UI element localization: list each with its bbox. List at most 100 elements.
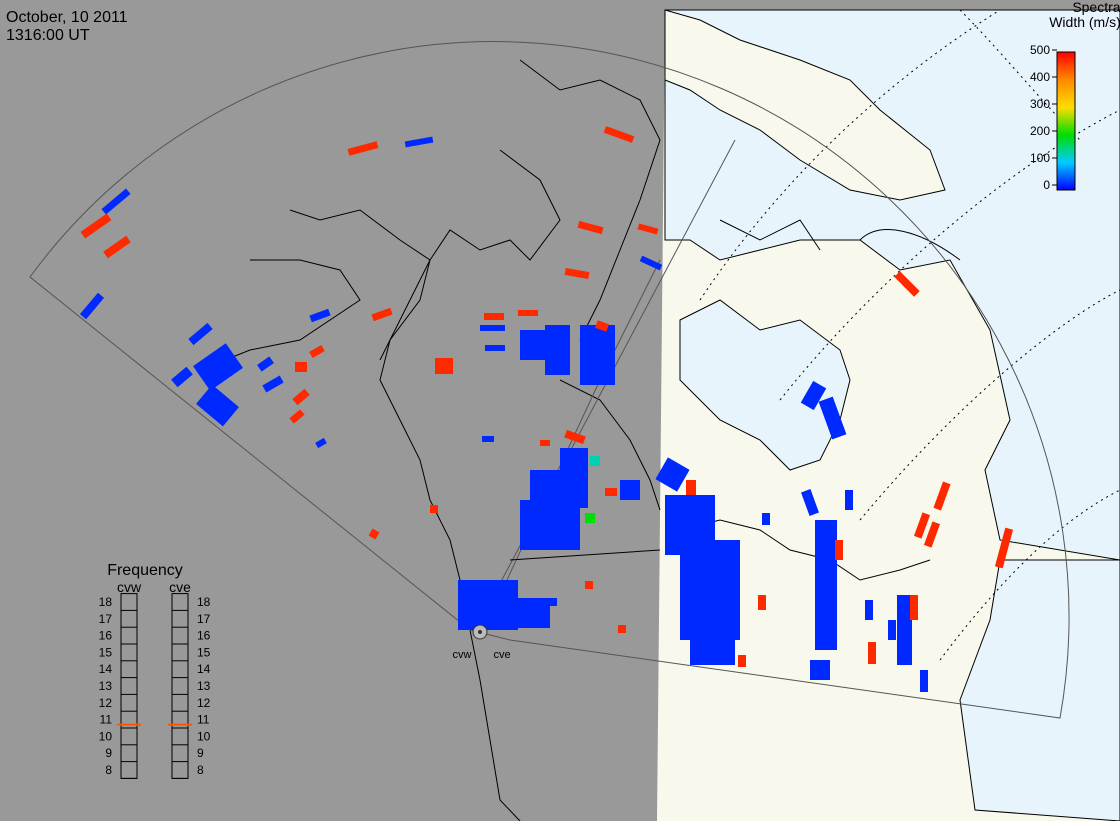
echo-cells (79, 126, 1014, 692)
echo-cell (262, 375, 284, 393)
echo-cell (801, 489, 819, 516)
echo-cell (530, 470, 560, 500)
echo-cell (888, 620, 896, 640)
echo-cell (577, 220, 604, 235)
frequency-tick-label: 14 (99, 662, 113, 676)
colorbar-tick-label: 300 (1030, 97, 1050, 111)
frequency-tick-label: 9 (197, 746, 204, 760)
echo-cell (585, 513, 595, 523)
echo-cell (590, 456, 600, 466)
echo-cell (738, 655, 746, 667)
frequency-radar: cvw (117, 579, 142, 595)
echo-cell (171, 366, 193, 388)
frequency-title: Frequency (107, 562, 183, 579)
echo-cell (520, 500, 580, 550)
echo-cell (605, 488, 617, 496)
echo-cell (80, 213, 112, 239)
colorbar-tick-label: 0 (1043, 178, 1050, 192)
frequency-tick-label: 11 (197, 713, 210, 727)
echo-cell (894, 271, 920, 297)
echo-cell (480, 325, 505, 331)
echo-cell (655, 457, 690, 492)
echo-cell (196, 384, 239, 427)
echo-cell (585, 581, 593, 589)
radar-site-dot (478, 630, 482, 634)
echo-cell (865, 600, 873, 620)
frequency-tick-label: 14 (197, 662, 211, 676)
echo-cell (545, 325, 570, 375)
echo-cell (485, 345, 505, 351)
echo-cell (368, 528, 380, 540)
echo-cell (835, 540, 843, 560)
echo-cell (103, 235, 131, 259)
frequency-tick-label: 13 (197, 679, 211, 693)
frequency-radar: cve (169, 579, 191, 595)
echo-cell (618, 625, 626, 633)
hudson-bay (679, 299, 851, 471)
echo-cell (620, 480, 640, 500)
frequency-tick-label: 8 (105, 763, 112, 777)
frequency-tick-label: 11 (100, 713, 113, 727)
echo-cell (292, 388, 310, 406)
frequency-tick-label: 13 (99, 679, 113, 693)
frequency-tick-label: 17 (99, 612, 113, 626)
echo-cell (295, 362, 307, 372)
echo-cell (430, 505, 438, 513)
echo-cell (309, 344, 325, 359)
echo-cell (686, 480, 696, 495)
echo-cell (257, 356, 274, 372)
echo-cell (913, 512, 931, 539)
colorbar-title: Width (m/s) (1049, 14, 1120, 30)
echo-cell (545, 598, 557, 606)
echo-cell (845, 490, 853, 510)
radar-label: cve (493, 649, 510, 661)
colorbar-tick-label: 100 (1030, 151, 1050, 165)
echo-cell (868, 642, 876, 664)
echo-cell (315, 437, 327, 449)
echo-cell (762, 513, 770, 525)
echo-cell (371, 307, 393, 322)
frequency-tick-label: 16 (99, 629, 113, 643)
echo-cell (518, 310, 538, 316)
echo-cell (404, 136, 434, 148)
echo-cell (994, 527, 1014, 569)
radar-label: cvw (453, 649, 472, 661)
echo-cell (101, 188, 131, 215)
date: October, 10 2011 (6, 9, 128, 26)
echo-cell (810, 660, 830, 680)
borders (379, 259, 661, 561)
echo-cell (758, 595, 766, 610)
time: 1316:00 UT (6, 27, 90, 44)
field-of-view (29, 41, 1070, 719)
frequency-tick-label: 15 (99, 645, 113, 659)
frequency-tick-label: 16 (197, 629, 211, 643)
baffin-island (664, 9, 946, 201)
frequency-tick-label: 18 (197, 595, 211, 609)
ocean (664, 9, 1120, 561)
echo-cell (188, 322, 213, 346)
echo-cell (594, 320, 610, 332)
colorbar-tick-label: 200 (1030, 124, 1050, 138)
echo-cell (580, 325, 615, 385)
echo-cell (800, 380, 827, 411)
coastline (719, 219, 961, 261)
frequency-tick-label: 12 (197, 696, 211, 710)
echo-cell (920, 670, 928, 692)
colorbar-title: Spectral (1072, 0, 1120, 15)
colorbar-tick-label: 500 (1030, 43, 1050, 57)
frequency-tick-label: 17 (197, 612, 211, 626)
echo-cell (484, 313, 504, 320)
echo-cell (910, 595, 918, 620)
echo-cell (637, 223, 659, 235)
echo-cell (690, 620, 735, 665)
echo-cell (435, 358, 453, 374)
echo-cell (923, 521, 941, 548)
coastlines (199, 59, 661, 822)
echo-cell (818, 396, 847, 440)
echo-cell (815, 520, 837, 650)
echo-cell (564, 429, 586, 445)
echo-cell (639, 255, 663, 271)
echo-cell (79, 292, 105, 320)
echo-cell (564, 267, 590, 280)
